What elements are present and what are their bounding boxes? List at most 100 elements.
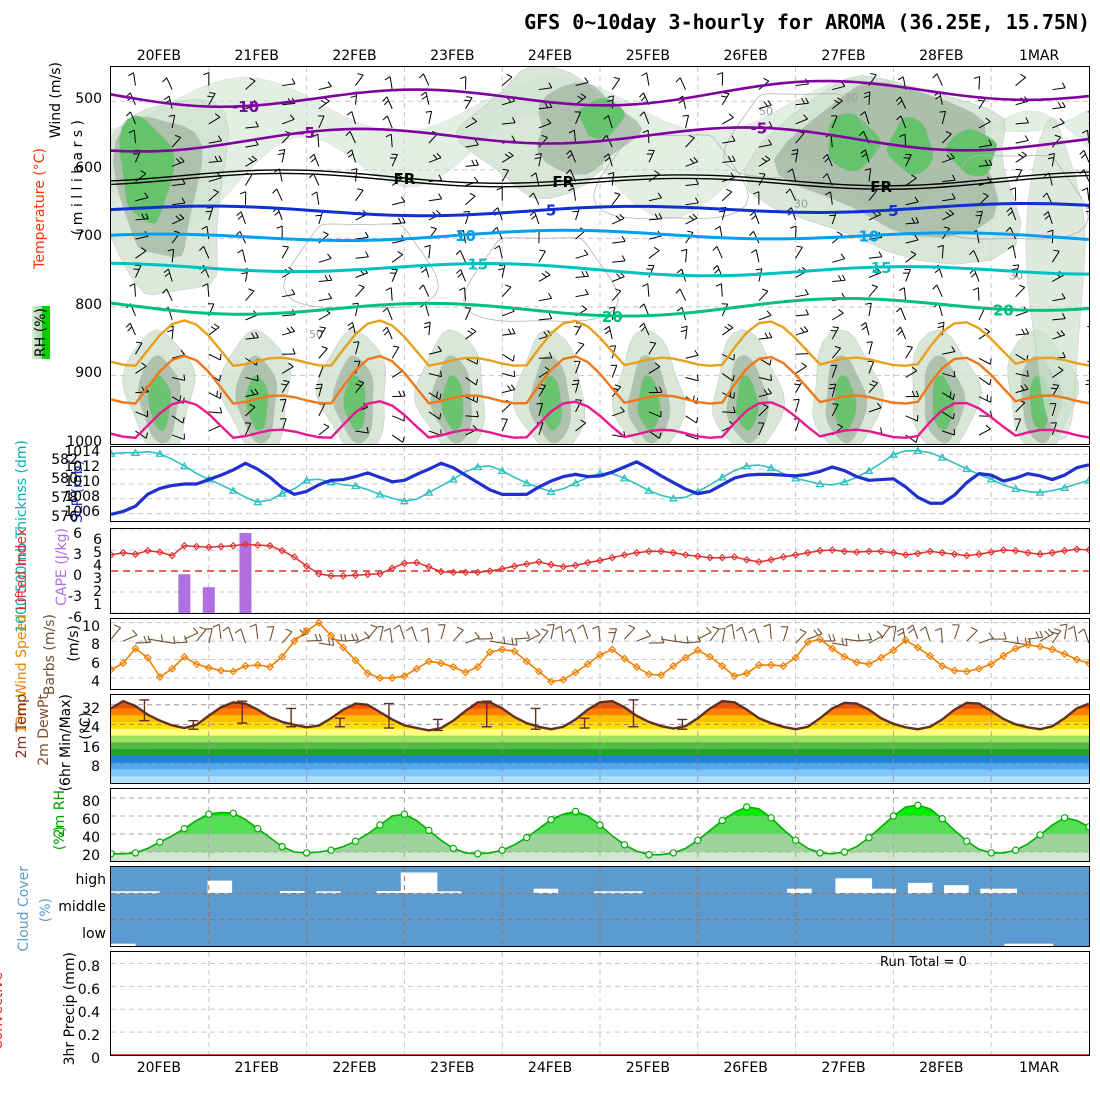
cloud-bar — [533, 888, 547, 894]
cape-li-plot — [111, 529, 1089, 613]
cloud-bar — [424, 872, 438, 894]
cloud-bar — [412, 872, 426, 894]
cloud-bar — [835, 878, 848, 894]
cloud-bar — [1040, 943, 1054, 946]
cloud-cover-plot — [111, 867, 1089, 946]
top-date-label: 26FEB — [723, 48, 768, 64]
bottom-date-label: 23FEB — [430, 1060, 475, 1076]
y-tick: 1 — [93, 597, 102, 614]
cloud-bar — [280, 891, 293, 894]
y-tick: 0.6 — [77, 982, 100, 999]
bottom-date-label: 22FEB — [332, 1060, 377, 1076]
precip-convective-label: Convective — [0, 972, 6, 1051]
cloud-bar — [992, 888, 1005, 894]
svg-text:10: 10 — [859, 228, 880, 246]
isotherm-30 — [111, 354, 1089, 405]
y-tick: 1014 — [64, 444, 100, 461]
y-tick: 0.2 — [77, 1028, 100, 1045]
cloud-cover-panel[interactable] — [110, 866, 1090, 947]
isotherm--5: -5 -5 — [111, 120, 1089, 153]
temp2m-axis-label: 2m Temp — [14, 694, 30, 759]
cloud-bar — [919, 882, 933, 894]
minmax-bar — [677, 718, 688, 730]
cloud-row-label-middle: middle — [58, 899, 106, 915]
y-tick: 4 — [91, 673, 100, 690]
top-date-label: 20FEB — [136, 48, 182, 64]
minmax-bar — [335, 717, 346, 728]
y-tick: 1000 — [66, 434, 102, 450]
y-tick: -3 — [68, 589, 82, 605]
run-total-label: Run Total = 0 — [880, 955, 967, 970]
isotherm-35 — [111, 399, 1089, 440]
y-tick: 6 — [93, 532, 102, 549]
y-tick: 2 — [93, 584, 102, 601]
isotherm--10: -10 — [111, 79, 1089, 116]
wind-speed-line — [111, 621, 1089, 683]
precip-panel[interactable] — [110, 951, 1090, 1056]
cloud-bar — [147, 891, 160, 894]
temp2m-panel[interactable] — [110, 694, 1090, 784]
cloud-row-label-high: high — [75, 872, 106, 888]
y-tick: 0.8 — [77, 959, 100, 976]
cloud-bar — [111, 943, 124, 946]
svg-text:30: 30 — [794, 198, 808, 211]
upper-air-panel[interactable]: 50305030503030-10-5-5FRFRFR5510101515202… — [110, 66, 1090, 445]
y-tick: 8 — [91, 759, 100, 776]
minmax-bar — [579, 717, 590, 729]
cloud-bar — [123, 891, 136, 894]
thickness-y-ticks: 582 580 578 576 — [40, 446, 84, 525]
cape-lifted-index-panel[interactable] — [110, 528, 1090, 614]
cloud-bar — [787, 888, 800, 894]
y-tick: 20 — [82, 848, 100, 864]
bottom-date-label: 26FEB — [723, 1060, 768, 1076]
y-tick: 578 — [51, 490, 78, 507]
bottom-date-label: 1MAR — [1018, 1060, 1060, 1076]
isotherm-0: FR FR FR — [111, 169, 1089, 196]
minmax-axis-label: (6hr Min/Max) — [58, 694, 74, 792]
cloud-row-label-low: low — [82, 926, 106, 942]
precip-plot — [111, 952, 1089, 1055]
svg-text:15: 15 — [871, 259, 892, 277]
cloud-bar — [1016, 943, 1030, 946]
isotherm-15: 15 15 — [111, 256, 1089, 278]
y-tick: -6 — [68, 610, 82, 626]
cloud-bar — [123, 943, 136, 946]
y-tick: 3 — [93, 571, 102, 588]
y-tick: 6 — [73, 526, 82, 542]
minmax-bar — [237, 700, 248, 724]
legend-rh: RH (%) — [32, 306, 50, 359]
svg-text:-10: -10 — [232, 98, 259, 116]
cloud-bar — [449, 891, 462, 894]
isotherm-25 — [111, 319, 1089, 368]
minmax-bar — [286, 707, 297, 728]
cloud-bar — [618, 891, 631, 894]
cloud-bar — [883, 888, 897, 894]
lifted-index-line — [111, 543, 1089, 577]
rh2m-panel[interactable] — [110, 788, 1090, 862]
cloud-bar — [1004, 888, 1017, 894]
y-tick: 16 — [82, 739, 100, 756]
svg-text:5: 5 — [888, 202, 898, 220]
y-tick: 80 — [82, 794, 100, 810]
thickness-line — [111, 449, 1089, 503]
slp-thickness-panel[interactable] — [110, 446, 1090, 522]
y-tick: 10 — [82, 618, 100, 635]
bottom-date-label: 25FEB — [625, 1060, 671, 1076]
rh2m-plot — [111, 789, 1089, 861]
minmax-bar — [628, 699, 639, 728]
cloud-bar — [219, 880, 233, 894]
y-tick: 24 — [82, 720, 100, 737]
bottom-date-label: 21FEB — [234, 1060, 279, 1076]
wind10m-panel[interactable] — [110, 618, 1090, 690]
top-date-label: 28FEB — [919, 48, 964, 64]
cloud-bar — [111, 891, 124, 894]
cloud-axis-label: Cloud Cover — [16, 866, 32, 952]
minmax-bar — [383, 702, 394, 729]
svg-text:15: 15 — [467, 256, 488, 274]
bottom-date-label: 24FEB — [527, 1060, 573, 1076]
svg-text:-5: -5 — [751, 120, 768, 138]
cloud-bar — [1028, 943, 1042, 946]
top-date-label: 1MAR — [1018, 48, 1060, 64]
rh2m-units-label: (%) — [52, 826, 68, 851]
svg-text:50: 50 — [309, 328, 323, 341]
